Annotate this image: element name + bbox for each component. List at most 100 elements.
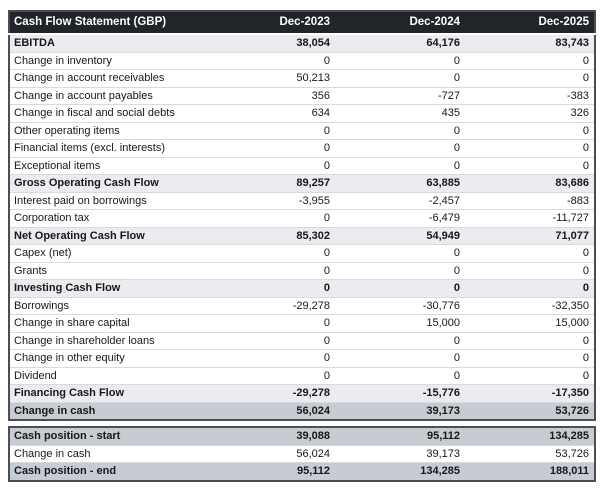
table-row: Change in account payables 356 -727 -383: [9, 86, 595, 105]
cell-value: 0: [335, 349, 465, 367]
table-row: Gross Operating Cash Flow 89,257 63,885 83,…: [9, 174, 595, 192]
cell-value: 0: [335, 156, 465, 175]
row-label: Other operating items: [9, 121, 205, 140]
cell-value: 0: [205, 121, 335, 140]
table-row: Other operating items 0 0 0: [9, 121, 595, 140]
cell-value: 0: [205, 209, 335, 227]
table-row: Financial items (excl. interests) 0 0 0: [9, 139, 595, 157]
cell-value: 53,726: [465, 401, 595, 420]
table-row: Cash position - end 95,112 134,285 188,011: [9, 462, 595, 481]
cell-value: 38,054: [205, 34, 335, 52]
row-label: Change in account payables: [9, 86, 205, 105]
row-label: EBITDA: [9, 34, 205, 52]
cell-value: 0: [205, 331, 335, 350]
cell-value: 0: [335, 69, 465, 87]
table-row: Change in share capital 0 15,000 15,000: [9, 314, 595, 332]
cell-value: 188,011: [465, 462, 595, 481]
cell-value: -29,278: [205, 384, 335, 402]
table-row: EBITDA 38,054 64,176 83,743: [9, 34, 595, 52]
cell-value: 0: [465, 156, 595, 175]
table-title: Cash Flow Statement (GBP): [9, 11, 205, 35]
cell-value: -3,955: [205, 191, 335, 210]
row-label: Financial items (excl. interests): [9, 139, 205, 157]
table-row: Grants 0 0 0: [9, 261, 595, 280]
column-header-dec-2023: Dec-2023: [205, 11, 335, 35]
cell-value: 0: [205, 314, 335, 332]
cell-value: -383: [465, 86, 595, 105]
header-row: Cash Flow Statement (GBP) Dec-2023 Dec-2…: [9, 11, 595, 35]
cell-value: 0: [205, 156, 335, 175]
cash-position-body: Cash position - start 39,088 95,112 134,285…: [9, 427, 595, 481]
row-label: Change in cash: [9, 444, 205, 463]
row-label: Capex (net): [9, 244, 205, 262]
row-label: Change in cash: [9, 401, 205, 420]
table-row: Corporation tax 0 -6,479 -11,727: [9, 209, 595, 227]
cell-value: 0: [205, 279, 335, 297]
row-label: Exceptional items: [9, 156, 205, 175]
cell-value: 0: [335, 279, 465, 297]
cell-value: 0: [465, 139, 595, 157]
cell-value: 85,302: [205, 226, 335, 245]
cell-value: -17,350: [465, 384, 595, 402]
row-label: Cash position - end: [9, 462, 205, 481]
cell-value: 95,112: [335, 427, 465, 445]
cash-flow-table: Cash Flow Statement (GBP) Dec-2023 Dec-2…: [8, 10, 596, 421]
column-header-dec-2025: Dec-2025: [465, 11, 595, 35]
cell-value: 0: [465, 244, 595, 262]
row-label: Change in account receivables: [9, 69, 205, 87]
cell-value: 0: [205, 51, 335, 70]
row-label: Change in fiscal and social debts: [9, 104, 205, 122]
table-row: Capex (net) 0 0 0: [9, 244, 595, 262]
cell-value: 83,743: [465, 34, 595, 52]
cell-value: 0: [205, 366, 335, 385]
cell-value: 0: [335, 51, 465, 70]
table-row: Investing Cash Flow 0 0 0: [9, 279, 595, 297]
cell-value: 0: [465, 366, 595, 385]
cell-value: 64,176: [335, 34, 465, 52]
cell-value: 0: [465, 51, 595, 70]
table-row: Interest paid on borrowings -3,955 -2,457-…: [9, 191, 595, 210]
cell-value: 95,112: [205, 462, 335, 481]
cell-value: 39,173: [335, 401, 465, 420]
cell-value: 39,173: [335, 444, 465, 463]
cash-position-table: Cash position - start 39,088 95,112 134,285…: [8, 426, 596, 482]
table-row: Dividend 0 0 0: [9, 366, 595, 385]
cell-value: 634: [205, 104, 335, 122]
cell-value: -15,776: [335, 384, 465, 402]
row-label: Borrowings: [9, 296, 205, 315]
table-row: Cash position - start 39,088 95,112 134,285: [9, 427, 595, 445]
row-label: Financing Cash Flow: [9, 384, 205, 402]
cell-value: 0: [465, 69, 595, 87]
cell-value: 0: [465, 279, 595, 297]
cell-value: 89,257: [205, 174, 335, 192]
row-label: Cash position - start: [9, 427, 205, 445]
row-label: Investing Cash Flow: [9, 279, 205, 297]
cell-value: 56,024: [205, 444, 335, 463]
row-label: Change in inventory: [9, 51, 205, 70]
cell-value: 53,726: [465, 444, 595, 463]
cell-value: -727: [335, 86, 465, 105]
cell-value: -11,727: [465, 209, 595, 227]
table-row: Financing Cash Flow -29,278 -15,776 -17,350: [9, 384, 595, 402]
cell-value: 0: [465, 331, 595, 350]
cell-value: -2,457: [335, 191, 465, 210]
cell-value: -29,278: [205, 296, 335, 315]
cell-value: 15,000: [335, 314, 465, 332]
row-label: Change in other equity: [9, 349, 205, 367]
cell-value: 83,686: [465, 174, 595, 192]
row-label: Change in share capital: [9, 314, 205, 332]
cell-value: 0: [335, 121, 465, 140]
cell-value: 435: [335, 104, 465, 122]
cell-value: 50,213: [205, 69, 335, 87]
cell-value: 356: [205, 86, 335, 105]
cell-value: 39,088: [205, 427, 335, 445]
cell-value: 0: [335, 331, 465, 350]
cell-value: -32,350: [465, 296, 595, 315]
cell-value: 15,000: [465, 314, 595, 332]
table-header: Cash Flow Statement (GBP) Dec-2023 Dec-2…: [9, 11, 595, 35]
row-label: Gross Operating Cash Flow: [9, 174, 205, 192]
row-label: Interest paid on borrowings: [9, 191, 205, 210]
row-label: Grants: [9, 261, 205, 280]
cell-value: 0: [465, 349, 595, 367]
cell-value: 63,885: [335, 174, 465, 192]
